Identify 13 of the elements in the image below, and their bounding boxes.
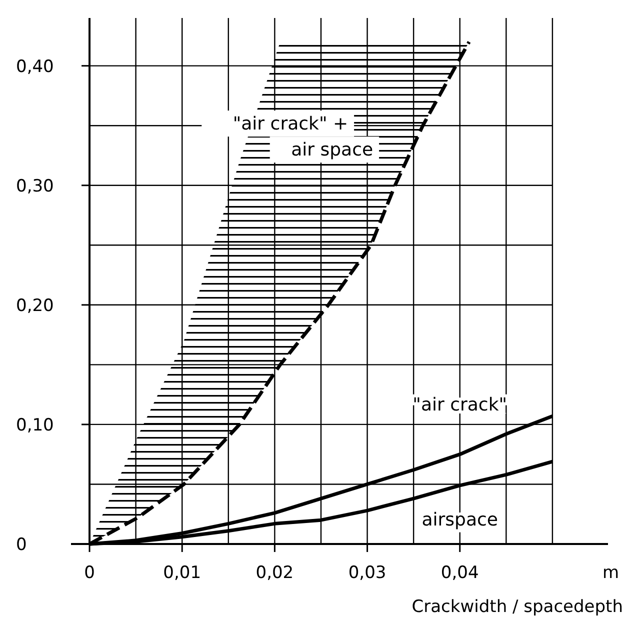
x-tick-label: 0,04 bbox=[440, 563, 479, 583]
x-tick-label: 0,02 bbox=[256, 563, 294, 583]
x-tick-label: 0,03 bbox=[348, 563, 386, 583]
x-tick-label: 0 bbox=[84, 563, 95, 583]
y-tick-label: 0,20 bbox=[16, 296, 54, 316]
text: m bbox=[602, 563, 619, 583]
x-axis-title: Crackwidth / spacedepth bbox=[412, 597, 623, 617]
y-tick-label: 0 bbox=[16, 535, 27, 555]
series-label: "air crack" + air space bbox=[232, 114, 374, 161]
y-tick-label: 0,10 bbox=[16, 415, 54, 436]
x-tick-label: 0,01 bbox=[163, 563, 202, 583]
y-tick-label: 0,40 bbox=[16, 56, 54, 77]
y-tick-label: 0,30 bbox=[16, 176, 54, 196]
